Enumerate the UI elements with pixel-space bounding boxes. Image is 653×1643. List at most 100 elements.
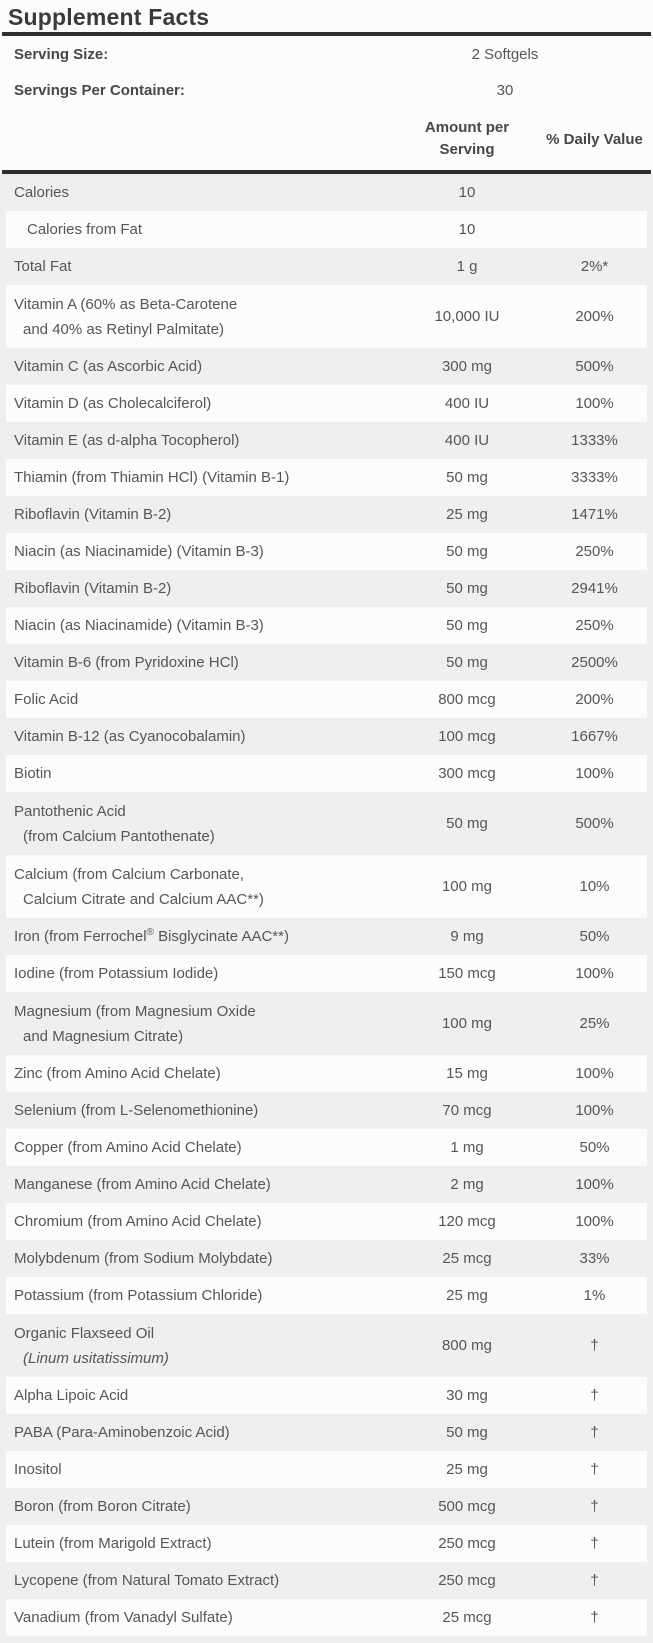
nutrient-daily-value: 200% bbox=[575, 308, 614, 325]
nutrient-amount: 25 mg bbox=[446, 1461, 488, 1478]
nutrient-daily-value: 250% bbox=[575, 543, 614, 560]
nutrient-amount: 15 mg bbox=[446, 1065, 488, 1082]
nutrient-name: Vitamin C (as Ascorbic Acid) bbox=[6, 354, 392, 379]
nutrient-amount: 50 mg bbox=[446, 469, 488, 486]
nutrient-amount: 800 mcg bbox=[438, 691, 496, 708]
nutrient-name-line2: Calcium Citrate and Calcium AAC**) bbox=[23, 890, 264, 908]
nutrient-name-line1: Thiamin (from Thiamin HCl) (Vitamin B-1) bbox=[14, 469, 290, 486]
table-row: Vitamin E (as d-alpha Tocopherol) 400 IU… bbox=[6, 422, 647, 459]
nutrient-name-line1: PABA (Para-Aminobenzoic Acid) bbox=[14, 1424, 230, 1441]
nutrient-daily-value: † bbox=[590, 1535, 599, 1552]
nutrient-amount: 100 mg bbox=[441, 1015, 493, 1032]
nutrient-name-line1: Chromium (from Amino Acid Chelate) bbox=[14, 1213, 262, 1230]
nutrient-amount: 25 mcg bbox=[442, 1250, 492, 1267]
nutrient-daily-value: 2500% bbox=[571, 654, 618, 671]
nutrient-daily-value: † bbox=[590, 1572, 599, 1589]
panel-header: Supplement Facts Serving Size: 2 Softgel… bbox=[0, 0, 653, 174]
nutrient-amount: 50 mg bbox=[446, 815, 488, 832]
nutrient-daily-value: † bbox=[590, 1461, 599, 1478]
nutrient-daily-value: 100% bbox=[575, 395, 614, 412]
nutrient-amount: 25 mg bbox=[446, 1287, 488, 1304]
nutrient-daily-value: 3333% bbox=[571, 469, 618, 486]
serving-size-row: Serving Size: 2 Softgels bbox=[0, 36, 653, 72]
nutrient-name: Boron (from Boron Citrate) bbox=[6, 1494, 392, 1519]
nutrient-amount: 250 mcg bbox=[438, 1572, 496, 1589]
nutrient-name: Vitamin A (60% as Beta-Carotene and 40% a… bbox=[6, 292, 392, 342]
table-row: Vitamin D (as Cholecalciferol) 400 IU 10… bbox=[6, 385, 647, 422]
table-row: Vitamin B-12 (as Cyanocobalamin) 100 mcg… bbox=[6, 718, 647, 755]
table-row: Niacin (as Niacinamide) (Vitamin B-3) 50… bbox=[6, 533, 647, 570]
nutrient-name-line1: Folic Acid bbox=[14, 691, 79, 708]
nutrient-name: Organic Flaxseed Oil (Linum usitatissimum… bbox=[6, 1321, 392, 1371]
table-row: Iron (from Ferrochel® Bisglycinate AAC**… bbox=[6, 918, 647, 955]
nutrient-name: Vitamin D (as Cholecalciferol) bbox=[6, 391, 392, 416]
table-row: Calcium (from Calcium Carbonate, Calcium … bbox=[6, 855, 647, 918]
servings-per-container-row: Servings Per Container: 30 bbox=[0, 72, 653, 108]
table-row: Molybdenum (from Sodium Molybdate) 25 mc… bbox=[6, 1240, 647, 1277]
table-row: Riboflavin (Vitamin B-2) 25 mg 1471% bbox=[6, 496, 647, 533]
nutrient-daily-value: 100% bbox=[575, 1102, 614, 1119]
nutrient-amount: 2 mg bbox=[450, 1176, 484, 1193]
nutrient-daily-value: 25% bbox=[579, 1015, 610, 1032]
nutrient-name: Biotin bbox=[6, 761, 392, 786]
table-row: Vitamin B-6 (from Pyridoxine HCl) 50 mg … bbox=[6, 644, 647, 681]
nutrient-amount: 50 mg bbox=[446, 654, 488, 671]
nutrient-daily-value: 2941% bbox=[571, 580, 618, 597]
nutrient-name: Lycopene (from Natural Tomato Extract) bbox=[6, 1568, 392, 1593]
nutrient-amount: 100 mg bbox=[441, 878, 493, 895]
nutrient-name-line1: Vitamin E (as d-alpha Tocopherol) bbox=[14, 432, 240, 449]
nutrient-daily-value: † bbox=[590, 1337, 599, 1354]
nutrient-daily-value: 1333% bbox=[571, 432, 618, 449]
nutrient-daily-value: 100% bbox=[575, 1065, 614, 1082]
nutrient-name-line2: (Linum usitatissimum) bbox=[23, 1349, 169, 1367]
nutrient-name-line1: Riboflavin (Vitamin B-2) bbox=[14, 580, 172, 597]
nutrient-daily-value: 50% bbox=[579, 928, 610, 945]
nutrient-daily-value: † bbox=[590, 1424, 599, 1441]
nutrient-name-line1: Vitamin B-12 (as Cyanocobalamin) bbox=[14, 728, 246, 745]
table-row: Iodine (from Potassium Iodide) 150 mcg 1… bbox=[6, 955, 647, 992]
table-row: Thiamin (from Thiamin HCl) (Vitamin B-1)… bbox=[6, 459, 647, 496]
nutrient-amount: 50 mg bbox=[446, 580, 488, 597]
nutrient-name: Riboflavin (Vitamin B-2) bbox=[6, 502, 392, 527]
table-row: Alpha Lipoic Acid 30 mg † bbox=[6, 1377, 647, 1414]
nutrient-name-line1: Total Fat bbox=[14, 258, 72, 275]
nutrient-amount: 25 mcg bbox=[442, 1609, 492, 1626]
nutrient-daily-value: † bbox=[590, 1609, 599, 1626]
nutrient-name: Alpha Lipoic Acid bbox=[6, 1383, 392, 1408]
nutrient-name: Potassium (from Potassium Chloride) bbox=[6, 1283, 392, 1308]
nutrient-name-line1: Inositol bbox=[14, 1461, 62, 1478]
table-row: Organic Flaxseed Oil (Linum usitatissimum… bbox=[6, 1314, 647, 1377]
nutrient-name-line1: Molybdenum (from Sodium Molybdate) bbox=[14, 1250, 273, 1267]
title-divider bbox=[2, 32, 651, 36]
nutrient-name: Vitamin B-6 (from Pyridoxine HCl) bbox=[6, 650, 392, 675]
nutrient-amount: 70 mcg bbox=[442, 1102, 492, 1119]
nutrient-amount: 300 mg bbox=[441, 358, 493, 375]
panel-title: Supplement Facts bbox=[8, 4, 210, 30]
nutrient-daily-value: 250% bbox=[575, 617, 614, 634]
nutrient-name-line1: Zinc (from Amino Acid Chelate) bbox=[14, 1065, 221, 1082]
nutrient-daily-value: 100% bbox=[575, 1176, 614, 1193]
nutrient-name-line1: Boron (from Boron Citrate) bbox=[14, 1498, 191, 1515]
nutrient-daily-value: 50% bbox=[579, 1139, 610, 1156]
table-row: Lutein (from Marigold Extract) 250 mcg † bbox=[6, 1525, 647, 1562]
nutrient-name-line1: Iodine (from Potassium Iodide) bbox=[14, 965, 219, 982]
nutrient-name-line1: Vitamin B-6 (from Pyridoxine HCl) bbox=[14, 654, 239, 671]
nutrient-name: Molybdenum (from Sodium Molybdate) bbox=[6, 1246, 392, 1271]
nutrient-amount: 50 mg bbox=[446, 617, 488, 634]
table-row: Vitamin C (as Ascorbic Acid) 300 mg 500% bbox=[6, 348, 647, 385]
nutrient-amount: 25 mg bbox=[446, 506, 488, 523]
nutrient-daily-value: † bbox=[590, 1387, 599, 1404]
nutrient-name: Iron (from Ferrochel® Bisglycinate AAC**… bbox=[6, 924, 392, 949]
nutrient-name: Folic Acid bbox=[6, 687, 392, 712]
daily-value-header: % Daily Value bbox=[546, 130, 643, 148]
nutrient-daily-value: 2%* bbox=[580, 258, 609, 275]
nutrient-daily-value: 200% bbox=[575, 691, 614, 708]
table-row: Vitamin A (60% as Beta-Carotene and 40% a… bbox=[6, 285, 647, 348]
nutrient-amount: 500 mcg bbox=[438, 1498, 496, 1515]
nutrient-amount: 1 g bbox=[456, 258, 478, 275]
table-row: Lycopene (from Natural Tomato Extract) 2… bbox=[6, 1562, 647, 1599]
amount-per-serving-header: Amount per Serving bbox=[424, 119, 510, 158]
nutrient-name-line1: Calcium (from Calcium Carbonate, bbox=[14, 865, 245, 883]
nutrient-name: Vanadium (from Vanadyl Sulfate) bbox=[6, 1605, 392, 1630]
nutrient-name: Vitamin B-12 (as Cyanocobalamin) bbox=[6, 724, 392, 749]
